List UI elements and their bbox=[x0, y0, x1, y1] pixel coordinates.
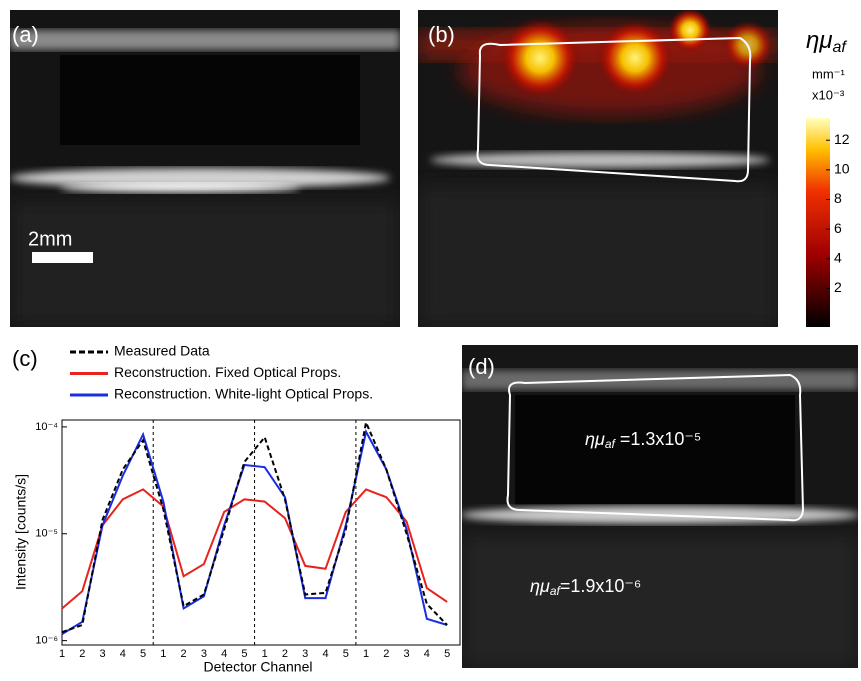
x-tick-label: 2 bbox=[282, 648, 288, 660]
overlay-image-b bbox=[418, 8, 778, 327]
symbol: ημ bbox=[806, 27, 832, 54]
x-tick-label: 3 bbox=[201, 648, 207, 660]
scale-bar-label: 2mm bbox=[28, 228, 72, 250]
x-tick-label: 2 bbox=[383, 648, 389, 660]
x-tick-label: 5 bbox=[241, 648, 247, 660]
figure: (a) 2mm (b) ημaf mm⁻¹ x10⁻³ 24681012 (c)… bbox=[0, 0, 861, 681]
x-tick-label: 5 bbox=[140, 648, 146, 660]
x-tick-label: 1 bbox=[363, 648, 369, 660]
x-tick-label: 1 bbox=[59, 648, 65, 660]
x-axis-label: Detector Channel bbox=[204, 659, 313, 675]
annotation: ημaf =1.3x10⁻⁵ bbox=[585, 429, 701, 451]
x-tick-label: 3 bbox=[99, 648, 105, 660]
x-tick-label: 5 bbox=[343, 648, 349, 660]
y-axis-label: Intensity [counts/s] bbox=[13, 474, 29, 590]
subscript: af bbox=[832, 39, 847, 56]
colorbar-title: ημaf bbox=[806, 27, 847, 56]
scale-bar bbox=[32, 252, 93, 263]
x-tick-label: 1 bbox=[262, 648, 268, 660]
colorbar-tick-label: 6 bbox=[834, 220, 842, 236]
legend-label: Reconstruction. White-light Optical Prop… bbox=[114, 386, 373, 402]
y-tick-label: 10⁻⁵ bbox=[35, 528, 58, 540]
x-tick-label: 2 bbox=[181, 648, 187, 660]
x-tick-label: 4 bbox=[322, 648, 328, 660]
colorbar-tick-label: 2 bbox=[834, 279, 842, 295]
symbol: ημ bbox=[585, 429, 605, 449]
x-tick-label: 4 bbox=[424, 648, 430, 660]
x-tick-label: 4 bbox=[120, 648, 126, 660]
x-tick-label: 2 bbox=[79, 648, 85, 660]
x-tick-label: 3 bbox=[404, 648, 410, 660]
colorbar-units: mm⁻¹ bbox=[812, 66, 846, 81]
colorbar-tick-label: 10 bbox=[834, 161, 850, 177]
annotation: ημaf=1.9x10⁻⁶ bbox=[530, 576, 641, 598]
annotation-value: =1.3x10⁻⁵ bbox=[615, 429, 702, 449]
legend-label: Measured Data bbox=[114, 343, 210, 359]
colorbar-tick-label: 4 bbox=[834, 250, 842, 266]
annotation-value: =1.9x10⁻⁶ bbox=[560, 576, 641, 596]
symbol: ημ bbox=[530, 576, 550, 596]
colorbar-tick-label: 12 bbox=[834, 131, 850, 147]
plot-area bbox=[62, 420, 460, 645]
panel-label: (d) bbox=[468, 354, 495, 379]
colorbar-tick-label: 8 bbox=[834, 190, 842, 206]
ultrasound-image-d bbox=[460, 345, 860, 668]
ultrasound-image-a bbox=[10, 10, 400, 327]
legend-label: Reconstruction. Fixed Optical Props. bbox=[114, 364, 341, 380]
y-tick-label: 10⁻⁶ bbox=[35, 635, 58, 647]
x-tick-label: 4 bbox=[221, 648, 227, 660]
x-tick-label: 1 bbox=[160, 648, 166, 660]
colorbar bbox=[806, 118, 830, 327]
y-tick-label: 10⁻⁴ bbox=[35, 421, 58, 433]
x-tick-label: 5 bbox=[444, 648, 450, 660]
panel-label: (a) bbox=[12, 22, 39, 47]
panel-label: (b) bbox=[428, 22, 455, 47]
colorbar-scale: x10⁻³ bbox=[812, 87, 845, 102]
x-tick-label: 3 bbox=[302, 648, 308, 660]
panel-label: (c) bbox=[12, 346, 38, 371]
